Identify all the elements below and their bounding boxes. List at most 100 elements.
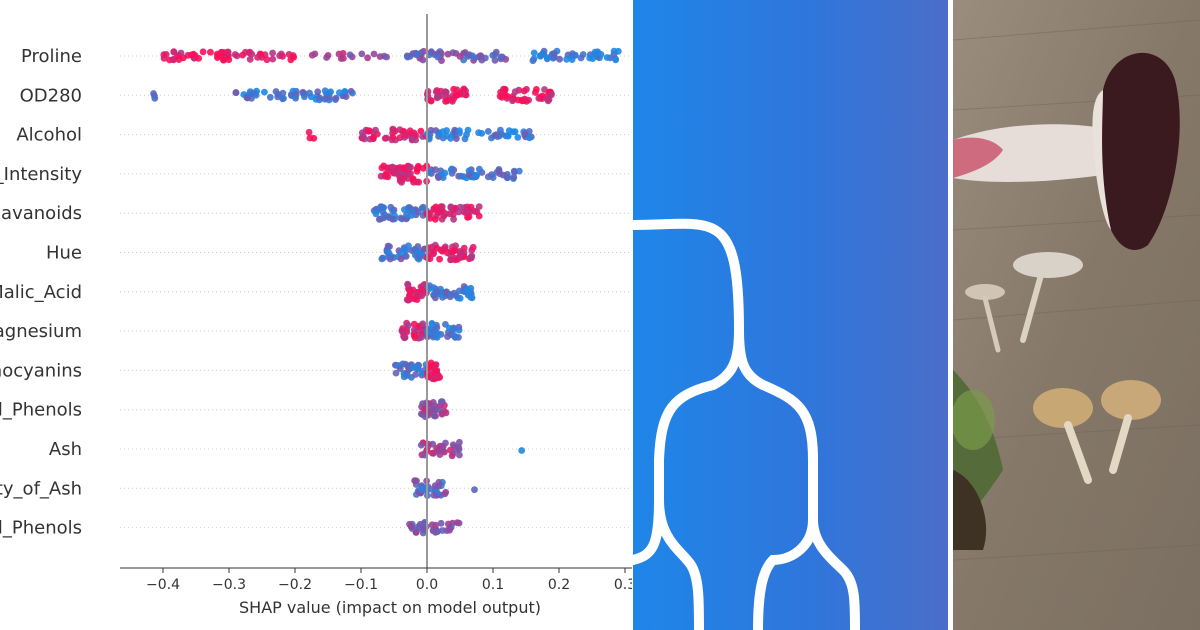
shap-point xyxy=(438,410,446,418)
shap-point xyxy=(441,88,449,95)
shap-point xyxy=(391,170,399,177)
shap-point xyxy=(433,447,441,455)
shap-point xyxy=(190,50,197,58)
shap-point xyxy=(366,127,374,135)
shap-point xyxy=(384,242,392,250)
shap-point xyxy=(246,55,254,63)
shap-point xyxy=(280,95,287,102)
shap-point xyxy=(504,132,512,140)
shap-point xyxy=(448,452,456,460)
shap-point xyxy=(411,332,418,340)
shap-point xyxy=(412,371,419,378)
shap-point xyxy=(437,519,445,527)
shap-point xyxy=(548,91,555,99)
shap-point xyxy=(511,168,518,176)
shap-point xyxy=(418,292,426,300)
shap-point xyxy=(424,244,432,252)
shap-summary-plot: Proline OD280 Alcohol Color_Intensity Flavan… xyxy=(0,14,632,617)
shap-point xyxy=(442,488,450,496)
mushrooms-on-wood-photo xyxy=(953,0,1200,630)
shap-point xyxy=(392,369,400,377)
shap-point xyxy=(456,52,464,60)
shap-point xyxy=(497,53,505,61)
shap-point xyxy=(231,51,239,58)
shap-point xyxy=(419,529,427,537)
shap-point xyxy=(510,173,518,181)
shap-point xyxy=(207,48,214,56)
shap-point xyxy=(322,94,330,102)
shap-point xyxy=(511,128,519,136)
shap-point xyxy=(380,162,388,170)
shap-point xyxy=(160,54,168,62)
x-axis-label: SHAP value (impact on model output) xyxy=(239,598,541,617)
shap-point xyxy=(492,131,500,139)
shap-point xyxy=(214,52,222,60)
shap-plot-svg: Proline OD280 Alcohol Color_Intensity Flavan… xyxy=(0,14,632,617)
shap-point xyxy=(358,50,366,58)
shap-point xyxy=(407,163,414,171)
shap-point xyxy=(442,288,450,296)
shap-point xyxy=(503,174,511,182)
x-tick-label: −0.2 xyxy=(278,577,312,593)
shap-point xyxy=(372,126,379,134)
shap-point xyxy=(450,85,458,93)
shap-point xyxy=(292,94,299,102)
shap-point xyxy=(195,55,203,62)
shap-point xyxy=(324,52,332,59)
shap-point xyxy=(455,208,463,216)
shap-point xyxy=(311,50,319,58)
shap-point xyxy=(475,212,483,220)
shap-point xyxy=(400,175,407,183)
shap-point xyxy=(453,519,461,527)
shap-point xyxy=(414,243,422,250)
shap-point xyxy=(484,127,492,135)
shap-point xyxy=(501,91,509,99)
feature-label: Hue xyxy=(46,243,82,264)
shap-point xyxy=(406,127,414,135)
shap-point xyxy=(385,214,393,222)
shap-point xyxy=(413,167,421,175)
shap-point xyxy=(430,491,438,499)
shap-point xyxy=(433,289,441,296)
shap-point xyxy=(404,53,411,61)
shap-point xyxy=(269,49,276,57)
shap-point xyxy=(429,527,437,535)
shap-point xyxy=(431,215,439,223)
shap-point xyxy=(432,166,439,174)
shap-point xyxy=(403,211,410,219)
dendrogram-tree-icon xyxy=(633,218,860,630)
shap-point xyxy=(346,51,354,59)
feature-label: Total_Phenols xyxy=(0,400,82,421)
feature-label: Magnesium xyxy=(0,321,82,342)
shap-point xyxy=(396,365,404,372)
shap-point xyxy=(337,55,345,62)
shap-point xyxy=(419,400,427,408)
shap-point xyxy=(305,128,313,136)
shap-point xyxy=(389,126,397,134)
x-tick-label: 0.1 xyxy=(482,577,504,593)
shap-point xyxy=(384,253,392,261)
shap-point xyxy=(456,127,463,134)
shap-point xyxy=(401,131,409,139)
shap-point xyxy=(467,253,475,261)
shap-point xyxy=(478,56,486,64)
shap-point xyxy=(316,94,324,102)
shap-point xyxy=(232,89,240,97)
shap-point xyxy=(252,91,260,99)
shap-point xyxy=(274,91,282,98)
shap-point xyxy=(175,56,183,63)
feature-label: OD280 xyxy=(20,85,82,106)
shap-point xyxy=(456,253,464,260)
shap-point xyxy=(577,54,585,62)
shap-point xyxy=(417,127,425,135)
shap-point xyxy=(376,53,384,60)
shap-point xyxy=(170,48,178,56)
shap-point xyxy=(428,521,436,529)
shap-point xyxy=(389,163,396,171)
shap-point xyxy=(417,485,425,493)
shap-point xyxy=(467,203,475,211)
shap-point xyxy=(377,172,385,180)
shap-point xyxy=(279,52,286,60)
shap-point xyxy=(434,53,442,61)
shap-point xyxy=(529,57,537,65)
